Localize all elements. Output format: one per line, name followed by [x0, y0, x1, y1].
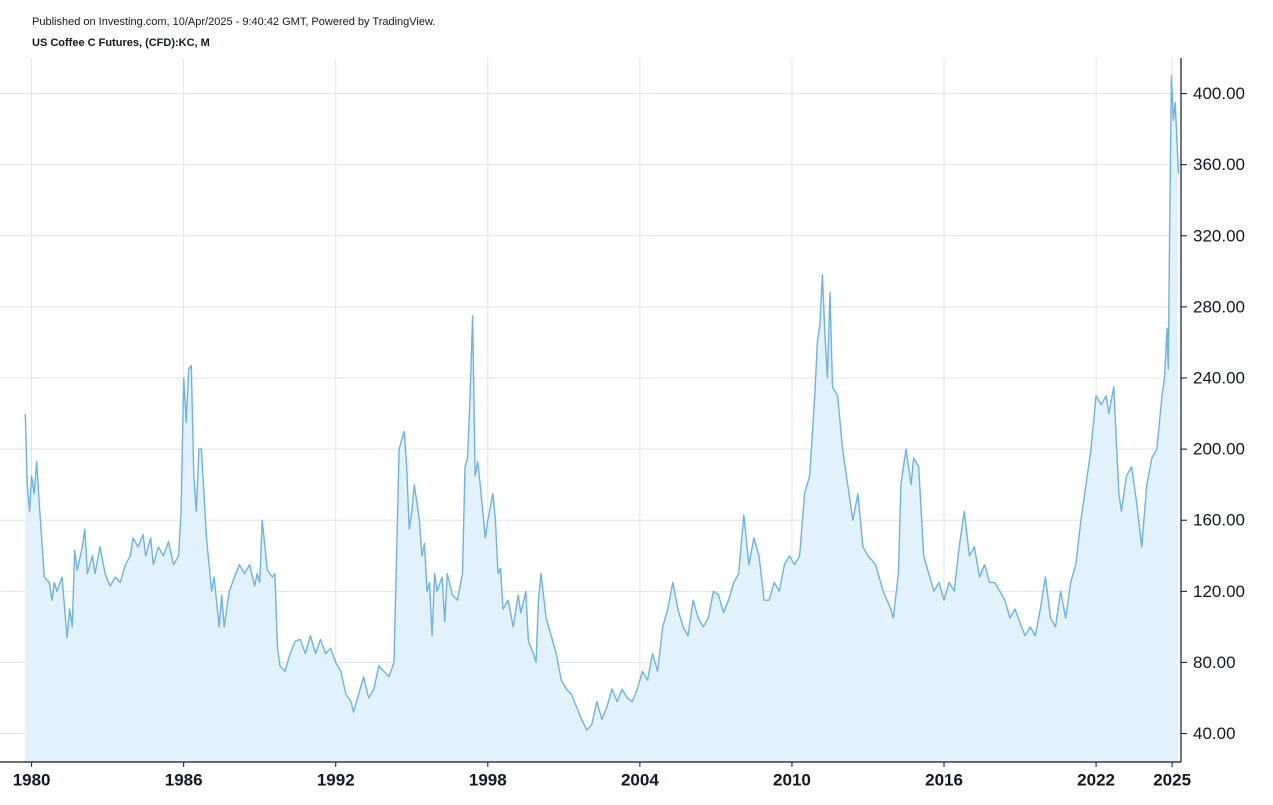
y-tick-label: 160.00	[1193, 511, 1245, 530]
y-tick-label: 40.00	[1193, 724, 1236, 743]
x-tick-label: 2010	[773, 770, 811, 789]
x-tick-label: 1986	[165, 770, 203, 789]
x-tick-label: 2004	[621, 770, 659, 789]
price-line	[24, 75, 1180, 731]
x-tick-label: 1992	[317, 770, 355, 789]
y-tick-label: 280.00	[1193, 297, 1245, 316]
y-tick-label: 200.00	[1193, 440, 1245, 459]
chart-subtitle: Published on Investing.com, 10/Apr/2025 …	[32, 16, 435, 28]
x-tick-label: 1998	[469, 770, 507, 789]
x-tick-label: 2022	[1077, 770, 1115, 789]
y-tick-label: 120.00	[1193, 582, 1245, 601]
y-tick-label: 400.00	[1193, 84, 1245, 103]
x-tick-label: 2025	[1153, 770, 1191, 789]
y-tick-label: 360.00	[1193, 155, 1245, 174]
area-fill	[25, 75, 1179, 763]
x-tick-label: 2016	[925, 770, 963, 789]
axes: 40.00 80.00 120.00 160.00 200.00 240.00 280.00…	[0, 58, 1245, 789]
x-tick-label: 1980	[13, 770, 51, 789]
y-tick-label: 320.00	[1193, 226, 1245, 245]
plot-area	[24, 75, 1180, 763]
chart-title: US Coffee C Futures, (CFD):KC, M	[32, 37, 210, 49]
y-tick-label: 80.00	[1193, 653, 1236, 672]
y-tick-label: 240.00	[1193, 368, 1245, 387]
